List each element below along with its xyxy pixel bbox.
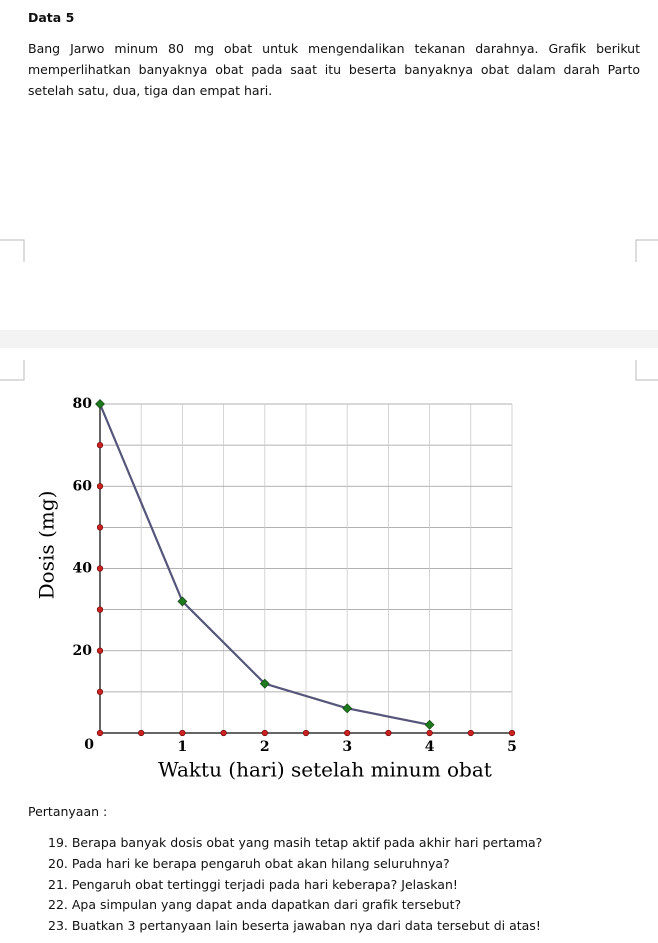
question: 21. Pengaruh obat tertinggi terjadi pada… [48, 876, 458, 892]
data-marker [424, 719, 435, 730]
x-tick-label: 5 [507, 739, 517, 755]
y-tick-label: 80 [73, 396, 93, 412]
question: 22. Apa simpulan yang dapat anda dapatka… [48, 897, 462, 913]
paragraph: Bang Jarwo minum 80 mg obat untuk mengen… [28, 41, 640, 98]
question: 20. Pada hari ke berapa pengaruh obat ak… [48, 855, 450, 871]
tick-dot [385, 729, 392, 737]
y-tick-label: 0 [84, 737, 94, 753]
frame-corners [0, 239, 658, 381]
tick-dot [426, 729, 433, 737]
data-marker [342, 703, 353, 714]
question: 19. Berapa banyak dosis obat yang masih … [48, 835, 543, 850]
tick-dot [138, 729, 145, 737]
tick-dot [508, 729, 516, 737]
question: 23. Buatkan 3 pertanyaan lain beserta ja… [48, 918, 541, 934]
y-tick-label: 60 [73, 478, 93, 494]
data-marker [95, 399, 105, 409]
tick-dot [96, 565, 104, 572]
questions-heading: Pertanyaan : [28, 804, 108, 819]
y-axis-label: Dosis (mg) [35, 491, 59, 600]
tick-dot [96, 647, 104, 654]
tick-dot [467, 729, 474, 737]
x-tick-label: 2 [260, 739, 270, 755]
tick-dot [96, 524, 104, 531]
tick-dot [96, 688, 104, 695]
data-marker [177, 596, 188, 607]
x-tick-label: 3 [342, 739, 352, 755]
tick-dot [261, 729, 268, 737]
tick-dot [96, 442, 104, 449]
tick-dot [220, 729, 227, 737]
y-tick-label: 20 [73, 643, 93, 659]
tick-dot [96, 729, 104, 737]
x-tick-label: 1 [178, 739, 188, 755]
tick-dot [179, 729, 186, 737]
tick-dot [344, 729, 351, 737]
tick-dot [96, 606, 104, 613]
tick-dot [96, 483, 104, 490]
data-marker [259, 678, 270, 689]
band [0, 330, 658, 348]
x-tick-label: 4 [425, 739, 435, 755]
y-tick-label: 40 [73, 561, 93, 577]
tick-dot [302, 729, 310, 737]
x-axis-label: Waktu (hari) setelah minum obat [158, 758, 492, 782]
title: Data 5 [28, 10, 75, 25]
